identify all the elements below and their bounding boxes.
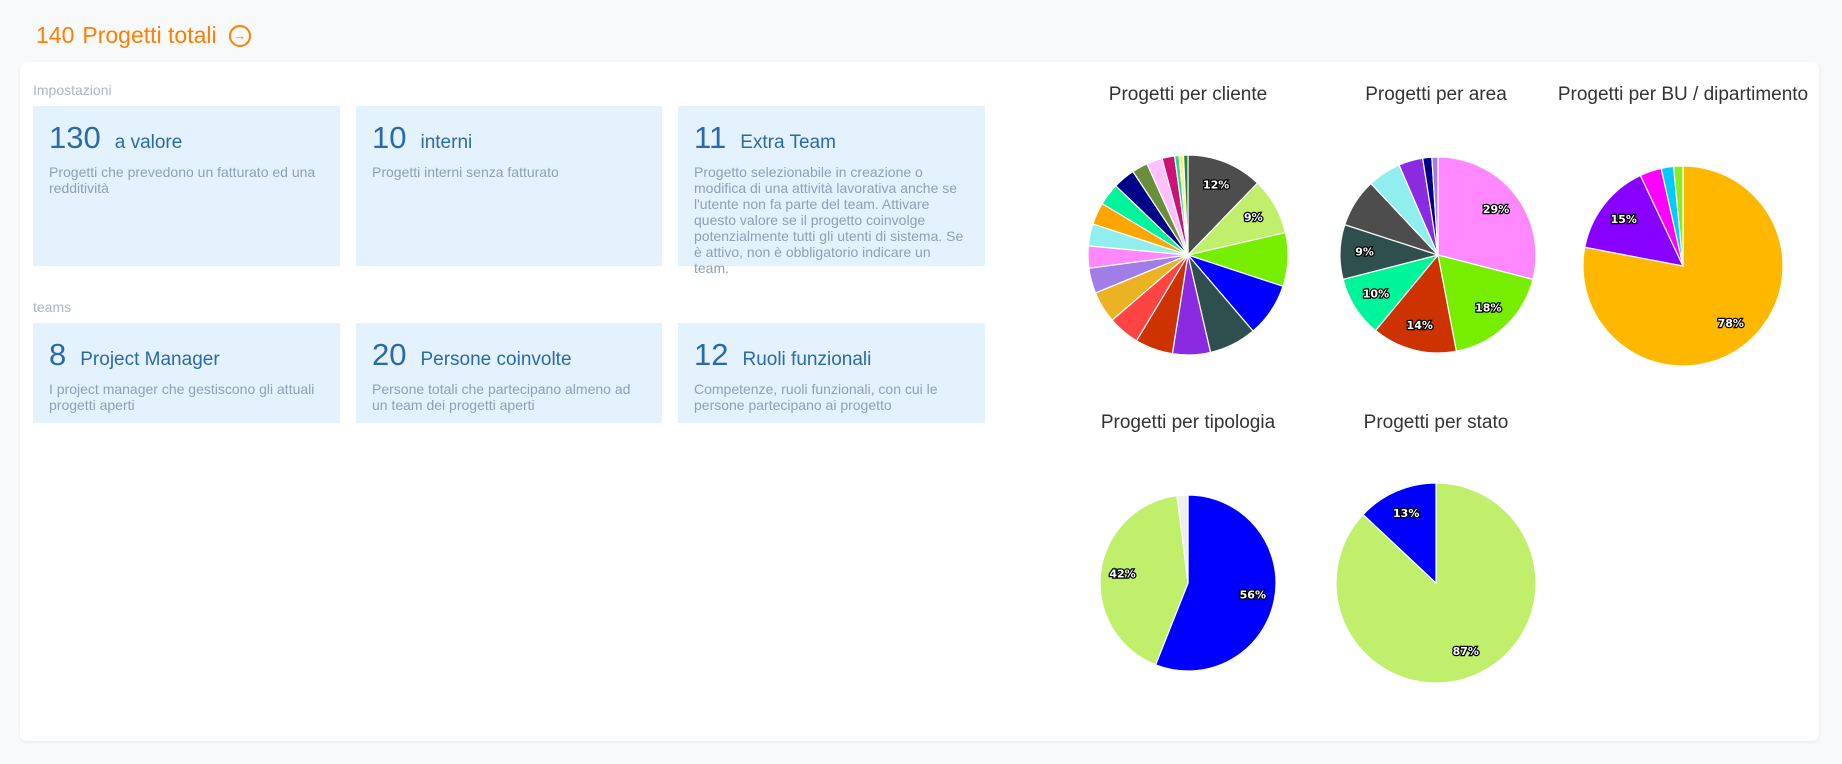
pie-cliente: 12% 9% (1087, 154, 1289, 356)
pie-slice[interactable] (1374, 253, 1458, 354)
tile-label: Ruoli funzionali (742, 349, 872, 370)
pie-slice-label: 9% (1244, 211, 1263, 224)
pie-slice[interactable] (1187, 154, 1259, 257)
total-projects-count: 140 (36, 22, 75, 48)
arrow-circle-right-icon[interactable]: → (228, 24, 251, 47)
pie-slice-label: 87% (1453, 645, 1479, 658)
tile-number: 130 (49, 120, 101, 155)
pie-slice[interactable] (1099, 495, 1189, 666)
pie-slice-label: 10% (1363, 287, 1389, 300)
pie-slice-label: 14% (1407, 319, 1433, 332)
pie-slice[interactable] (1431, 156, 1439, 256)
tile-number: 20 (372, 337, 407, 372)
tile-label: Project Manager (80, 349, 220, 370)
tile-ruoli-funzionali[interactable]: 12 Ruoli funzionali Competenze, ruoli fun… (678, 323, 985, 423)
chart-title-cliente: Progetti per cliente (1108, 84, 1268, 105)
pie-slice[interactable] (1437, 254, 1534, 352)
chart-title-tipologia: Progetti per tipologia (1100, 412, 1276, 433)
pie-slice[interactable] (1672, 165, 1684, 267)
tile-description: Progetti interni senza fatturato (372, 164, 559, 180)
pie-slice[interactable] (1154, 494, 1277, 672)
pie-slice-label: 15% (1611, 213, 1637, 226)
tile-number: 11 (694, 120, 727, 155)
pie-tipologia: 56% 42% (1099, 494, 1277, 672)
total-projects-label: Progetti totali (82, 22, 217, 48)
tile-persone-coinvolte[interactable]: 20 Persone coinvolte Persone totali che p… (356, 323, 662, 423)
tile-a-valore[interactable]: 130 a valore Progetti che prevedono un fa… (33, 106, 340, 266)
tile-label: Persone coinvolte (420, 349, 572, 370)
pie-slice-label: 12% (1203, 178, 1229, 191)
tile-number: 10 (372, 120, 407, 155)
pie-slice-label: 56% (1240, 588, 1266, 601)
tile-project-manager[interactable]: 8 Project Manager I project manager che g… (33, 323, 340, 423)
tile-description: Progetti che prevedono un fatturato ed u… (49, 164, 316, 196)
pie-slice-label: 78% (1718, 317, 1744, 330)
tile-label: Extra Team (740, 132, 836, 153)
section-label-teams: teams (33, 299, 72, 315)
chart-title-area: Progetti per area (1365, 84, 1507, 105)
chart-title-stato: Progetti per stato (1363, 412, 1509, 433)
tile-number: 8 (49, 337, 67, 372)
chart-title-bu: Progetti per BU / dipartimento (1557, 84, 1809, 105)
tile-number: 12 (694, 337, 729, 372)
tile-description: Competenze, ruoli funzionali, con cui le… (694, 381, 938, 413)
pie-area: 29% 18% 14% 10% 9% (1339, 156, 1537, 354)
tile-label: interni (420, 132, 473, 153)
pie-slice[interactable] (1182, 154, 1189, 256)
pie-slice-label: 9% (1355, 246, 1374, 259)
tile-description: Progetto selezionabile in creazione o mo… (694, 164, 964, 276)
tile-label: a valore (114, 132, 183, 153)
section-label-impostazioni: Impostazioni (33, 82, 112, 98)
pie-slice[interactable] (1362, 482, 1437, 585)
pie-slice[interactable] (1176, 494, 1189, 584)
pie-slice-label: 13% (1393, 507, 1419, 520)
tile-description: I project manager che gestiscono gli att… (49, 381, 315, 413)
total-projects-header[interactable]: 140 Progetti totali → (36, 22, 251, 49)
tile-extra-team[interactable]: 11 Extra Team Progetto selezionabile in c… (678, 106, 985, 276)
pie-slice-label: 18% (1475, 302, 1501, 315)
pie-slice[interactable] (1584, 174, 1685, 267)
pie-bu: 78% 15% (1582, 165, 1784, 367)
pie-slice[interactable] (1437, 156, 1537, 281)
pie-stato: 87% 13% (1335, 482, 1537, 684)
tile-interni[interactable]: 10 interni Progetti interni senza fattura… (356, 106, 662, 266)
pie-slice-label: 29% (1483, 203, 1509, 216)
pie-slice-label: 42% (1109, 568, 1135, 581)
tile-description: Persone totali che partecipano almeno ad… (372, 381, 631, 413)
